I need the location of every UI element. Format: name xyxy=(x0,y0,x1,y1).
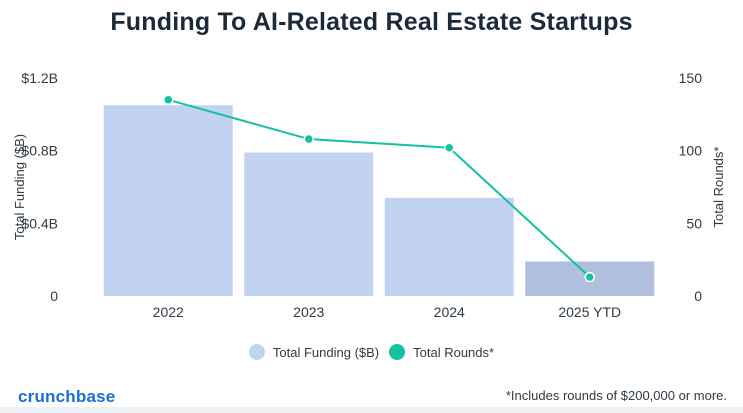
chart-canvas: 0 $0.4B $0.8B $1.2B 0 50 100 150 Total Funding (… xyxy=(12,70,726,320)
rounds-point xyxy=(444,142,455,154)
rounds-line xyxy=(167,98,591,278)
y2-tick-label: 150 xyxy=(679,70,703,86)
legend-label-rounds: Total Rounds* xyxy=(413,344,495,360)
y-tick-label: $0.4B xyxy=(21,215,58,231)
footnote: *Includes rounds of $200,000 or more. xyxy=(505,388,727,403)
legend-swatch-funding xyxy=(248,344,265,360)
chart-title: Funding To AI-Related Real Estate Startu… xyxy=(110,8,633,36)
legend-item-rounds: Total Rounds* xyxy=(389,344,494,360)
chart-legend: Total Funding ($B) Total Rounds* xyxy=(0,344,743,360)
y-tick-label: 0 xyxy=(50,288,58,304)
x-tick-label: 2023 xyxy=(293,304,324,320)
y2-tick-label: 100 xyxy=(679,143,703,159)
rounds-point xyxy=(584,271,595,283)
y-tick-label: $0.8B xyxy=(21,143,58,159)
bar xyxy=(244,152,374,296)
rounds-point xyxy=(163,94,174,106)
y-axis-title: Total Funding ($B) xyxy=(12,134,27,240)
bar xyxy=(384,197,514,296)
x-tick-label: 2022 xyxy=(153,304,184,320)
y2-tick-label: 50 xyxy=(686,215,702,231)
x-tick-label: 2025 YTD xyxy=(558,304,621,320)
crunchbase-logo[interactable]: crunchbase xyxy=(18,387,116,406)
legend-swatch-rounds xyxy=(389,344,406,360)
x-tick-label: 2024 xyxy=(434,304,465,320)
bottom-divider xyxy=(0,407,743,413)
rounds-point xyxy=(303,133,314,145)
bar xyxy=(103,105,233,296)
legend-label-funding: Total Funding ($B) xyxy=(272,344,380,360)
y2-tick-label: 0 xyxy=(694,288,702,304)
y-tick-label: $1.2B xyxy=(21,70,58,86)
y2-axis-title: Total Rounds* xyxy=(711,147,726,228)
legend-item-funding: Total Funding ($B) xyxy=(248,344,380,360)
